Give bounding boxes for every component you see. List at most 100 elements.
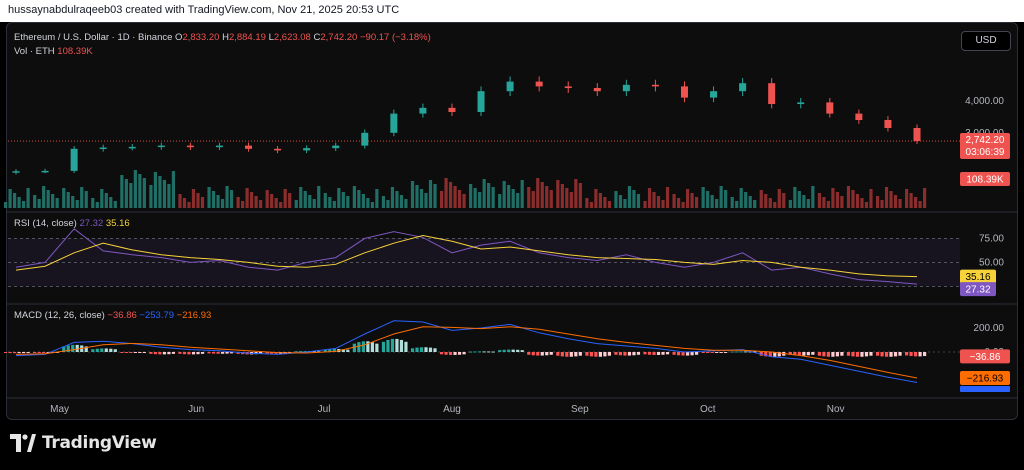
- volume-bar: [138, 174, 142, 208]
- candle-body: [680, 86, 688, 98]
- currency-button[interactable]: USD: [961, 31, 1011, 51]
- macd-histogram-bar: [875, 352, 880, 356]
- macd-histogram-bar: [565, 352, 569, 357]
- macd-histogram-bar: [453, 352, 457, 355]
- volume-bar: [893, 195, 898, 208]
- volume-bar: [826, 201, 831, 208]
- macd-histogram-bar: [744, 351, 748, 353]
- macd-histogram-bar: [869, 352, 873, 356]
- volume-bar: [822, 197, 826, 208]
- macd-histogram-bar: [864, 352, 869, 357]
- volume-bar: [153, 172, 158, 208]
- volume-bar: [569, 192, 573, 208]
- macd-histogram-bar: [701, 352, 705, 353]
- macd-histogram-bar: [439, 352, 444, 355]
- volume-bar: [283, 189, 287, 208]
- macd-histogram-bar: [603, 352, 607, 357]
- candle-body: [186, 145, 194, 148]
- candle-body: [768, 83, 776, 104]
- volume-bar: [487, 183, 491, 208]
- candle-body: [70, 148, 78, 171]
- macd-histogram-bar: [898, 352, 902, 356]
- volume-bar: [623, 199, 627, 208]
- volume-bar: [864, 202, 869, 208]
- macd-histogram-bar: [710, 352, 714, 353]
- macd-histogram-bar: [124, 352, 128, 353]
- macd-histogram-bar: [13, 352, 17, 354]
- macd-histogram-bar: [312, 351, 316, 353]
- volume-bar: [167, 184, 171, 208]
- volume-bar: [453, 186, 457, 208]
- macd-histogram-bar: [860, 352, 864, 357]
- candle-body: [826, 102, 834, 114]
- volume-bar: [395, 191, 399, 208]
- volume-bar: [753, 200, 757, 208]
- candle-body: [710, 91, 718, 98]
- macd-histogram-bar: [753, 351, 757, 353]
- macd-histogram-bar: [182, 352, 187, 355]
- volume-bar: [540, 182, 544, 208]
- macd-histogram-bar: [706, 352, 710, 353]
- volume-bar: [259, 200, 263, 208]
- macd-histogram-bar: [623, 352, 627, 356]
- macd-histogram-bar: [589, 352, 593, 357]
- macd-histogram-bar: [120, 352, 124, 353]
- low-label: L: [268, 32, 274, 43]
- chart-canvas[interactable]: 4,000.003,000.002,742.2003:06:39108.39K7…: [0, 22, 1024, 420]
- volume-bar: [527, 187, 531, 208]
- volume-bar: [71, 196, 75, 208]
- macd-histogram-bar: [516, 349, 520, 352]
- macd-histogram-bar: [42, 352, 46, 353]
- macd-histogram-bar: [788, 352, 792, 355]
- macd-histogram-bar: [880, 352, 884, 357]
- volume-bar: [84, 191, 88, 208]
- volume-bar: [312, 199, 316, 208]
- macd-histogram-bar: [294, 351, 298, 353]
- volume-bar: [444, 178, 448, 208]
- macd-histogram-bar: [835, 352, 840, 357]
- macd-histogram-bar: [594, 352, 598, 357]
- volume-bar: [124, 179, 128, 208]
- volume-bar: [95, 202, 99, 208]
- time-axis-label: Oct: [700, 404, 716, 415]
- volume-bar: [598, 193, 602, 208]
- rsi-axis-tick: 50.00: [979, 257, 1004, 268]
- macd-histogram-bar: [502, 349, 506, 352]
- macd-histogram-bar: [681, 352, 685, 356]
- macd-histogram-bar: [690, 352, 694, 356]
- macd-histogram-bar: [735, 351, 739, 353]
- volume-bar: [898, 199, 902, 208]
- volume-bar: [647, 188, 652, 208]
- volume-bar: [265, 190, 269, 208]
- volume-bar: [279, 202, 283, 208]
- macd-histogram-bar: [507, 349, 511, 352]
- volume-bar: [672, 194, 676, 208]
- macd-histogram-bar: [811, 352, 815, 355]
- time-axis-label: Nov: [827, 404, 845, 415]
- macd-histogram-bar: [665, 352, 670, 355]
- volume-bar: [719, 186, 723, 208]
- macd-histogram-bar: [672, 352, 676, 355]
- macd-histogram-bar: [840, 352, 844, 356]
- volume-bar: [739, 188, 743, 208]
- macd-histogram-bar: [520, 350, 524, 352]
- macd-histogram-bar: [730, 351, 734, 353]
- volume-bar: [869, 189, 873, 208]
- macd-histogram-bar: [498, 350, 502, 352]
- macd-histogram-bar: [352, 343, 356, 352]
- candle-body: [622, 84, 630, 92]
- rsi-value: 27.32: [79, 218, 104, 229]
- rsi-badge-label: 27.32: [965, 285, 990, 296]
- volume-bar: [75, 200, 79, 208]
- macd-histogram-bar: [149, 352, 153, 354]
- macd-histogram-bar: [715, 352, 719, 353]
- macd-histogram-bar: [428, 347, 433, 352]
- macd-histogram-bar: [399, 339, 404, 352]
- volume-badge-label: 108.39K: [966, 175, 1004, 186]
- macd-histogram-bar: [299, 351, 303, 353]
- macd-histogram-bar: [632, 352, 636, 356]
- macd-line: [15, 320, 918, 383]
- volume-badge: [960, 172, 1010, 186]
- signal-line: [15, 326, 918, 379]
- candle-body: [41, 170, 49, 173]
